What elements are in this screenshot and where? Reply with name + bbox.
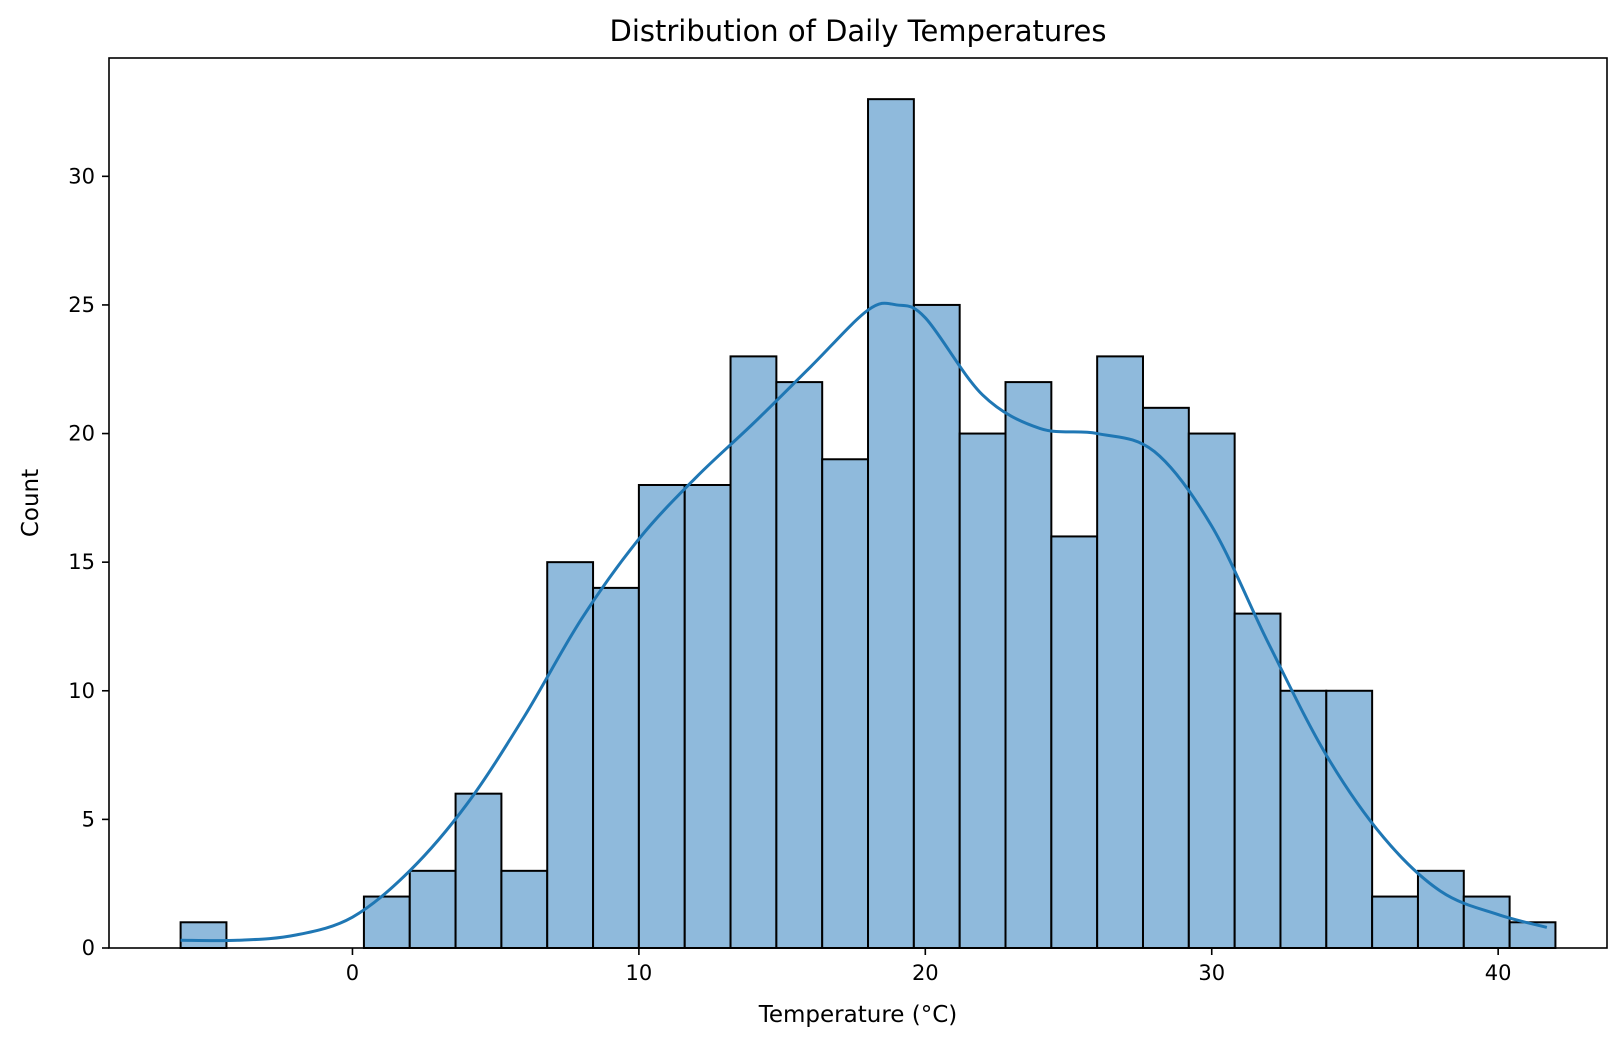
- x-tick-label: 0: [346, 961, 359, 985]
- y-tick-label: 5: [82, 807, 95, 831]
- histogram-bar-16: [912, 303, 961, 949]
- histogram-bar-7: [500, 869, 549, 950]
- histogram-bar-25: [1325, 689, 1374, 949]
- histogram-bar-27: [1416, 869, 1465, 950]
- histogram-bar-22: [1187, 432, 1236, 949]
- histogram-bar-8: [546, 561, 595, 950]
- histogram-bar-20: [1096, 355, 1144, 949]
- x-tick-label: 40: [1485, 961, 1512, 985]
- plot-frame: [108, 57, 1608, 949]
- histogram-bars: [179, 98, 1557, 950]
- histogram-bar-24: [1279, 689, 1328, 949]
- histogram-bar-23: [1233, 612, 1282, 949]
- y-tick-label: 30: [68, 164, 95, 188]
- histogram-bar-26: [1371, 895, 1419, 950]
- x-axis-label: Temperature (°C): [758, 1002, 958, 1028]
- histogram-bar-15: [867, 98, 915, 949]
- histogram-bar-19: [1050, 535, 1099, 950]
- x-axis-ticks: 0 10 20 30 40: [346, 948, 1512, 985]
- histogram-bar-9: [592, 586, 640, 949]
- histogram-bar-13: [775, 381, 824, 949]
- histogram-bar-11: [683, 483, 732, 949]
- histogram-bar-4: [362, 895, 411, 950]
- histogram-bar-6: [454, 792, 503, 949]
- y-tick-label: 10: [68, 679, 95, 703]
- histogram-bar-14: [821, 458, 870, 949]
- kde-layer: [180, 301, 1548, 943]
- histogram-bar-29: [1508, 921, 1557, 950]
- histogram-bar-21: [1141, 406, 1190, 949]
- y-tick-label: 20: [68, 422, 95, 446]
- histogram-bar-12: [729, 355, 778, 949]
- kde-curve: [180, 301, 1548, 943]
- y-axis-label: Count: [18, 469, 44, 537]
- histogram-bar-10: [637, 483, 686, 949]
- histogram-bar-28: [1462, 895, 1511, 950]
- histogram-bar-5: [408, 869, 457, 950]
- y-tick-label: 25: [68, 293, 95, 317]
- x-tick-label: 20: [912, 961, 939, 985]
- y-axis-ticks: 0 5 10 15 20 25 30: [68, 164, 109, 960]
- histogram-bar-17: [958, 432, 1007, 949]
- x-tick-label: 10: [626, 961, 653, 985]
- x-tick-label: 30: [1198, 961, 1225, 985]
- histogram-bar-18: [1004, 381, 1053, 949]
- y-tick-label: 15: [68, 550, 95, 574]
- histogram-bar-0: [179, 921, 228, 950]
- chart-title: Distribution of Daily Temperatures: [610, 14, 1107, 48]
- y-tick-label: 0: [82, 936, 95, 960]
